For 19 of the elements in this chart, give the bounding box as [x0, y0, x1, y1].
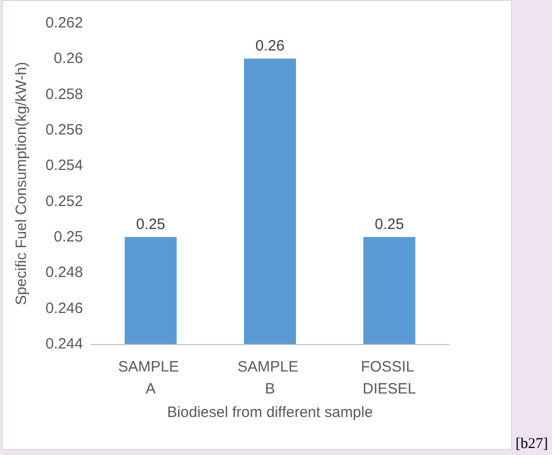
- y-tick-label: 0.248: [45, 264, 83, 282]
- x-tick-label: SAMPLE A: [118, 358, 184, 398]
- x-tick-label: SAMPLE B: [237, 358, 303, 398]
- x-axis-title: Biodiesel from different sample: [167, 404, 373, 421]
- y-tick-label: 0.262: [45, 14, 83, 32]
- y-tick-label: 0.256: [45, 122, 83, 138]
- y-tick-label: 0.254: [45, 157, 83, 174]
- y-tick-label: 0.25: [54, 228, 83, 246]
- data-label: 0.26: [255, 38, 285, 55]
- y-tick-label: 0.244: [45, 336, 83, 352]
- y-tick-label: 0.252: [45, 192, 83, 210]
- y-tick-label: 0.246: [45, 300, 83, 317]
- data-label: 0.25: [136, 216, 166, 233]
- y-axis-title: Specific Fuel Consumption(kg/kW-h): [13, 62, 30, 306]
- y-tick-label: 0.258: [45, 86, 83, 103]
- text: [b27]: [516, 436, 548, 453]
- x-tick-label: FOSSIL DIESEL: [360, 358, 418, 398]
- data-label: 0.25: [374, 216, 404, 233]
- y-tick-label: 0.26: [54, 50, 83, 68]
